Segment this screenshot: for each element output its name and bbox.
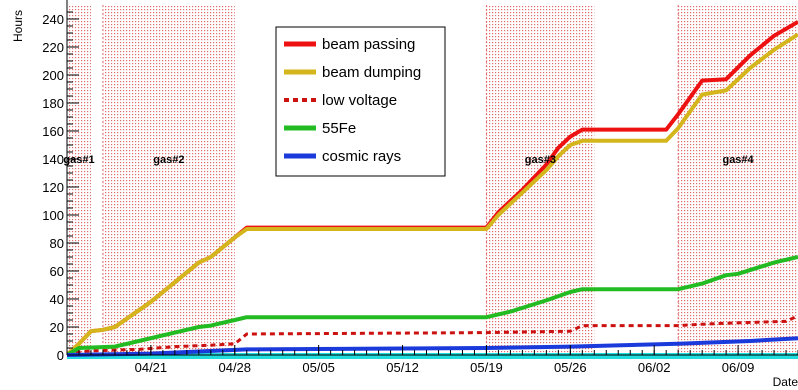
period-label: gas#2 [153,154,184,166]
period-label: gas#3 [525,154,556,166]
period-bands [66,5,798,355]
x-tick-label: 05/26 [554,360,587,375]
series-line [67,336,798,357]
legend-label: low voltage [322,92,397,109]
period-band [486,5,595,355]
baseline-strip [67,353,798,359]
series-line [67,32,798,357]
y-tick-label: 40 [50,292,64,307]
x-axis-title: Date [773,375,798,389]
axes: 0 20 40 60 80 100 120 140 160 180 200 220 240 04/21 04… [42,0,798,375]
period-band [102,5,235,355]
series-line [67,255,798,357]
y-axis-title: Hours [11,10,25,42]
y-tick-label: 100 [42,208,64,223]
period-labels: gas#1 gas#2 gas#3 gas#4 [63,154,754,166]
x-tick-label: 06/02 [638,360,671,375]
period-label: gas#1 [63,154,94,166]
period-label: gas#4 [722,154,754,166]
y-tick-label: 180 [42,96,64,111]
x-tick-label: 05/05 [302,360,335,375]
x-tick-label: 05/19 [470,360,503,375]
x-tick-label: 06/09 [722,360,755,375]
y-tick-label: 80 [50,236,64,251]
y-tick-label: 0 [57,348,64,363]
y-tick-label: 20 [50,320,64,335]
legend-label: beam dumping [322,64,421,81]
y-tick-label: 140 [42,152,64,167]
legend-label: 55Fe [322,120,356,137]
x-tick-label: 04/21 [135,360,168,375]
legend: beam passing beam dumping low voltage 55Fe c… [275,26,446,177]
x-tick-label: 05/12 [386,360,419,375]
y-tick-label: 200 [42,68,64,83]
y-tick-label: 240 [42,12,64,27]
y-tick-label: 60 [50,264,64,279]
y-tick-label: 160 [42,124,64,139]
period-band [67,5,91,355]
y-tick-label: 120 [42,180,64,195]
period-band [678,5,798,355]
y-tick-label: 220 [42,40,64,55]
legend-label: beam passing [322,36,415,53]
legend-label: cosmic rays [322,148,401,165]
x-tick-label: 04/28 [218,360,251,375]
